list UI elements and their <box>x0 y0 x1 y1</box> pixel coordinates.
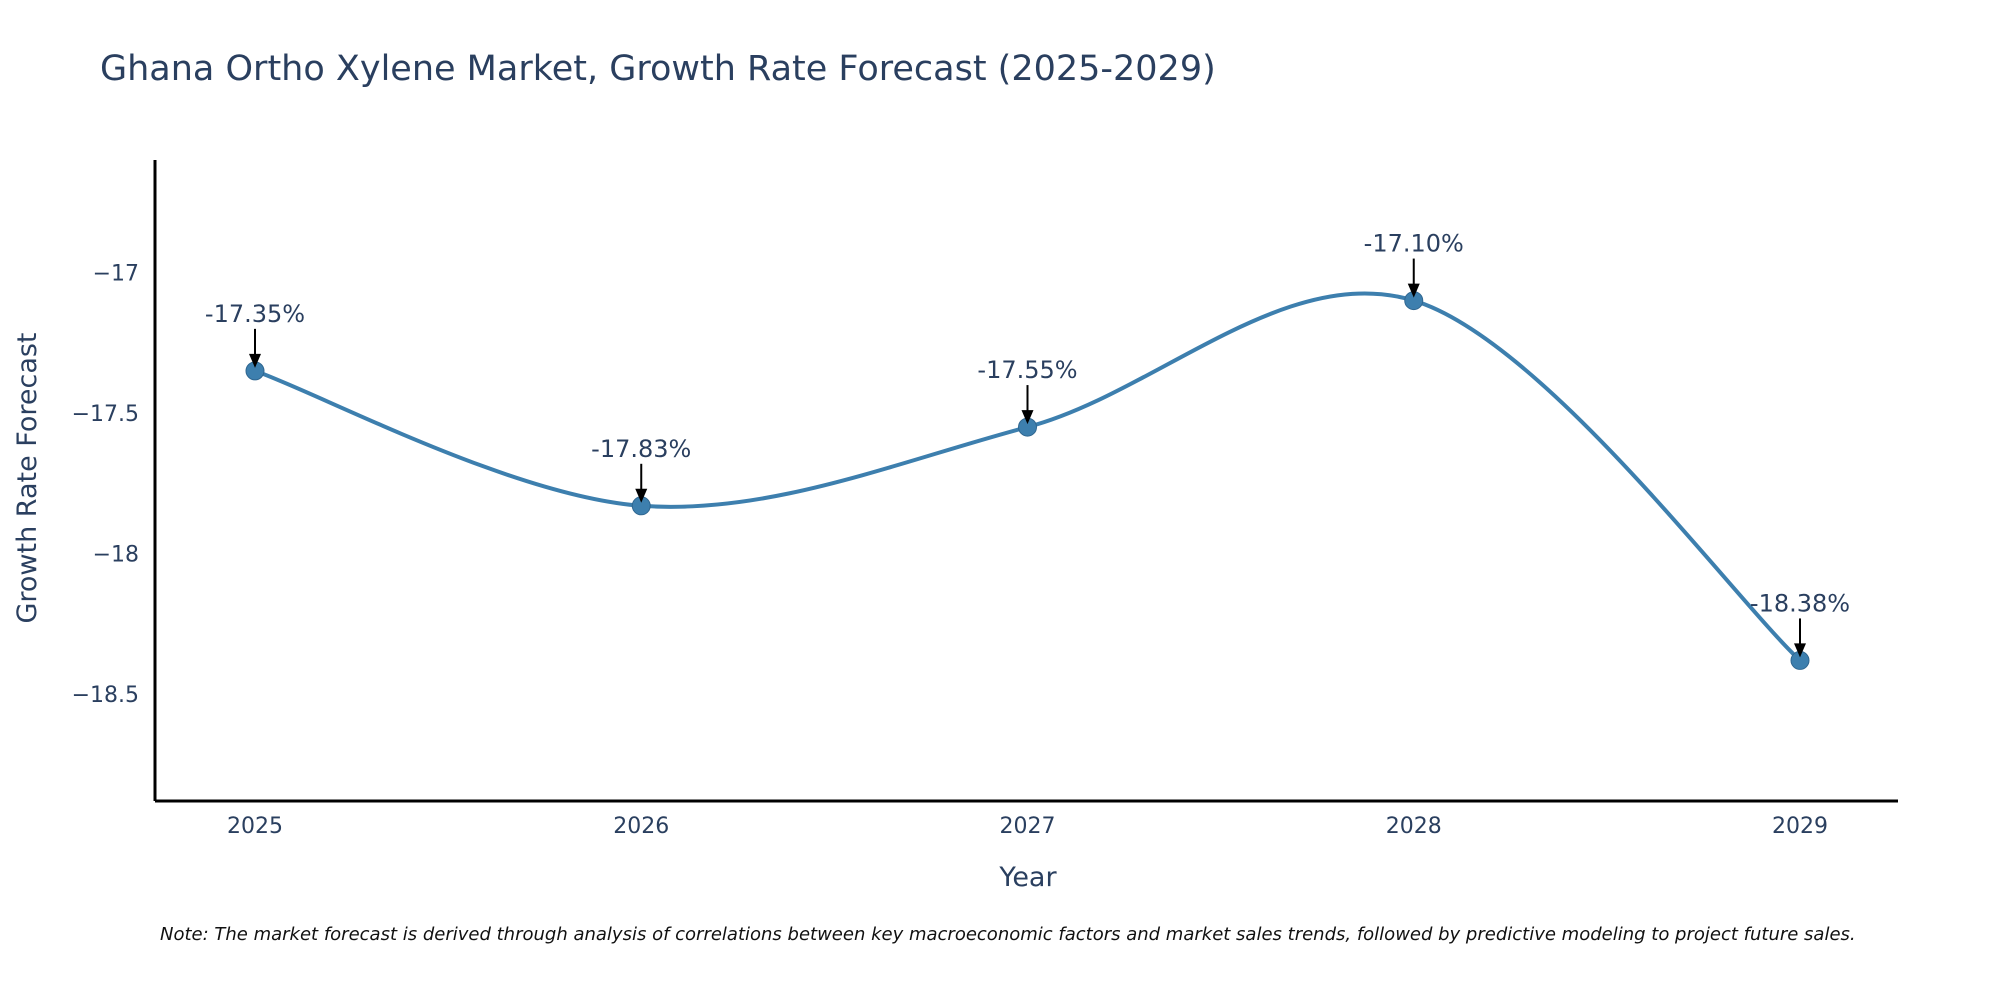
y-tick-label: −18.5 <box>72 683 139 708</box>
x-axis-ticks: 2025 2026 2027 2028 2029 <box>227 814 1828 839</box>
y-axis-ticks: −17 −17.5 −18 −18.5 <box>72 261 139 708</box>
y-tick-label: −18 <box>93 543 139 568</box>
data-label: -17.10% <box>1364 230 1464 258</box>
data-label: -18.38% <box>1750 589 1850 617</box>
x-tick-label: 2026 <box>613 814 669 839</box>
x-tick-label: 2027 <box>1000 814 1056 839</box>
annotation-arrow-head <box>635 488 648 503</box>
chart-title: Ghana Ortho Xylene Market, Growth Rate F… <box>100 49 1216 89</box>
x-axis-title: Year <box>998 862 1057 893</box>
data-label: -17.55% <box>977 356 1077 384</box>
annotation-arrow-head <box>1407 283 1420 298</box>
footnote: Note: The market forecast is derived thr… <box>160 924 1856 945</box>
x-tick-label: 2025 <box>227 814 283 839</box>
data-label: -17.35% <box>205 300 305 328</box>
annotation-arrow-head <box>249 353 261 368</box>
annotation-arrow-head <box>1021 410 1034 425</box>
data-annotations: -17.35% -17.83% -17.55% -17.10% -18.38% <box>205 230 1850 658</box>
y-tick-label: −17 <box>93 261 139 286</box>
y-tick-label: −17.5 <box>72 402 139 427</box>
annotation-arrow-head <box>1794 643 1806 658</box>
x-tick-label: 2029 <box>1772 814 1828 839</box>
axes <box>153 160 1898 803</box>
data-markers <box>245 291 1810 670</box>
data-label: -17.83% <box>591 435 691 463</box>
y-axis-title: Growth Rate Forecast <box>12 332 43 623</box>
x-tick-label: 2028 <box>1386 814 1442 839</box>
series-line <box>253 291 1802 663</box>
